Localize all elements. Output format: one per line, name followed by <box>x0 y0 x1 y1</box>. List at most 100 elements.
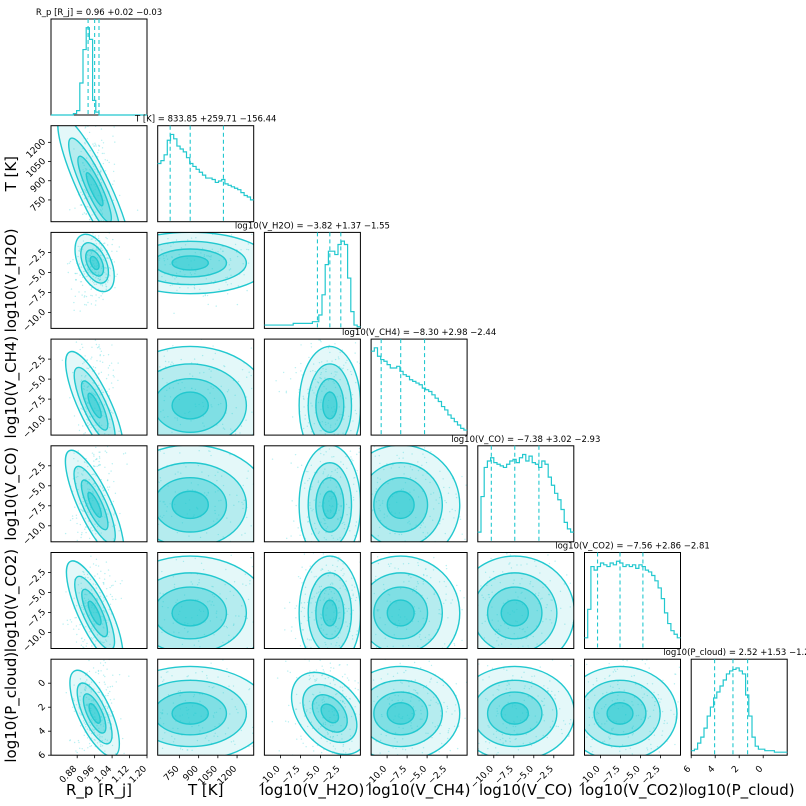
sample-point <box>377 477 379 479</box>
sample-point <box>99 166 102 168</box>
sample-point <box>211 443 212 444</box>
sample-point <box>174 473 177 475</box>
sample-point <box>159 500 161 502</box>
sample-point <box>111 590 112 591</box>
sample-point <box>346 677 349 679</box>
sample-point <box>165 660 166 661</box>
sample-point <box>187 441 188 442</box>
sample-point <box>187 717 190 719</box>
sample-point <box>322 553 325 555</box>
sample-point <box>346 368 349 371</box>
sample-point <box>383 588 385 591</box>
sample-point <box>91 259 94 262</box>
sample-point <box>267 489 268 490</box>
sample-point <box>95 186 97 188</box>
sample-point <box>394 715 396 717</box>
sample-point <box>326 740 328 743</box>
sample-point <box>79 274 81 276</box>
sample-point <box>340 569 342 571</box>
sample-point <box>369 668 370 669</box>
sample-point <box>89 566 91 568</box>
sample-point <box>400 533 403 536</box>
sample-point <box>105 451 108 454</box>
sample-point <box>102 465 103 466</box>
sample-point <box>136 209 139 211</box>
sample-point <box>164 279 167 282</box>
sample-point <box>93 453 95 456</box>
sample-point <box>77 546 78 547</box>
sample-point <box>84 190 86 193</box>
sample-point <box>356 442 357 443</box>
sample-point <box>94 369 96 372</box>
sample-point <box>437 763 438 764</box>
sample-point <box>234 394 236 397</box>
sample-point <box>193 714 195 716</box>
sample-point <box>103 242 105 245</box>
sample-point <box>87 557 88 558</box>
sample-point <box>92 263 95 265</box>
sample-point <box>295 617 297 619</box>
sample-point <box>201 247 204 250</box>
sample-point <box>102 674 105 676</box>
sample-point <box>423 442 424 443</box>
sample-point <box>294 674 295 675</box>
sample-point <box>514 662 515 663</box>
sample-point <box>211 406 213 408</box>
sample-point <box>474 610 475 611</box>
sample-point <box>87 301 89 304</box>
sample-point <box>247 436 248 437</box>
sample-point <box>430 577 432 579</box>
sample-point <box>69 519 72 521</box>
sample-point <box>516 608 518 611</box>
sample-point <box>187 759 188 760</box>
sample-point <box>330 506 332 508</box>
sample-point <box>87 757 88 758</box>
sample-point <box>171 361 173 363</box>
contour-level-3 <box>157 248 228 278</box>
sample-point <box>534 560 536 562</box>
sample-point <box>202 405 205 408</box>
sample-point <box>123 371 124 372</box>
sample-point <box>393 719 395 721</box>
sample-point <box>357 543 358 544</box>
sample-point <box>102 626 104 628</box>
sample-point <box>160 411 162 413</box>
sample-point <box>515 591 517 593</box>
sample-point <box>569 606 571 608</box>
sample-point <box>92 757 93 758</box>
sample-point <box>301 566 303 568</box>
sample-point <box>176 417 178 419</box>
sample-point <box>330 667 332 669</box>
contour-level-1 <box>65 560 124 649</box>
sample-point <box>354 561 355 562</box>
sample-point <box>266 708 267 709</box>
sample-point <box>99 237 100 238</box>
sample-point <box>111 595 113 598</box>
sample-point <box>72 503 73 504</box>
sample-point <box>341 414 343 416</box>
sample-point <box>250 387 253 390</box>
sample-point <box>391 440 392 441</box>
sample-point <box>72 258 74 261</box>
sample-point <box>80 379 83 381</box>
sample-point <box>334 386 337 389</box>
sample-point <box>326 731 329 734</box>
sample-point <box>98 663 99 664</box>
sample-point <box>330 762 331 763</box>
sample-point <box>200 715 202 717</box>
sample-point <box>84 528 86 530</box>
sample-point <box>140 595 141 596</box>
sample-point <box>363 689 364 690</box>
sample-point <box>320 505 323 507</box>
sample-point <box>93 700 95 702</box>
sample-point <box>155 499 156 500</box>
sample-point <box>247 559 248 560</box>
sample-point <box>487 593 490 596</box>
sample-point <box>211 601 214 603</box>
sample-point <box>482 596 485 599</box>
sample-point <box>322 471 325 473</box>
sample-point <box>186 713 189 715</box>
sample-point <box>124 452 127 454</box>
contour-level-2 <box>73 465 116 542</box>
sample-point <box>90 272 92 274</box>
